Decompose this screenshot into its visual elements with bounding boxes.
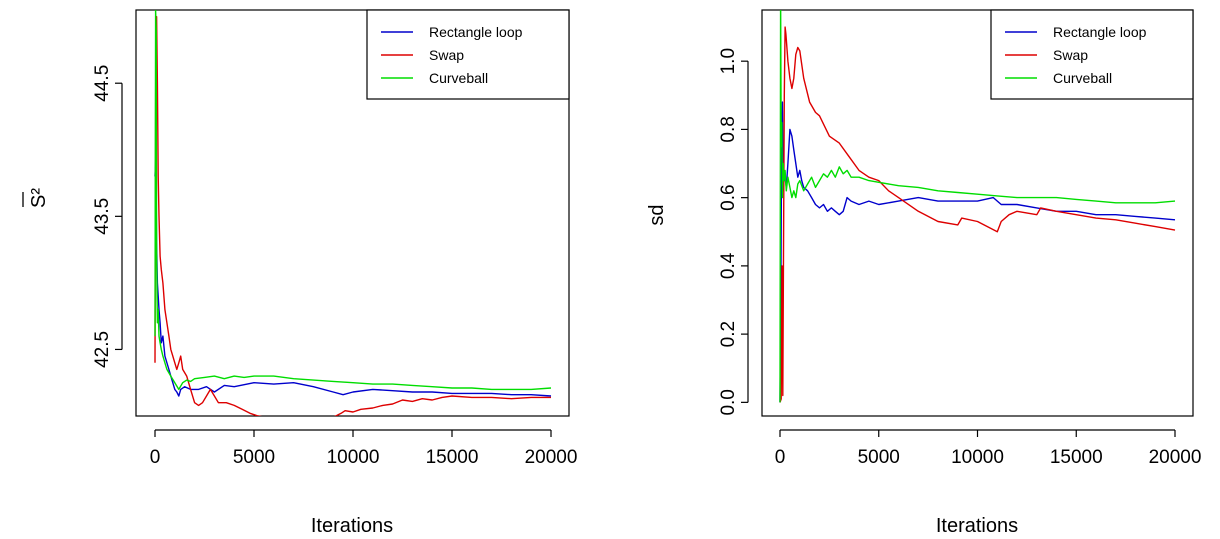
- series-line-curveball: [779, 10, 1176, 403]
- x-tick-label: 15000: [1050, 447, 1103, 468]
- legend-label: Curveball: [429, 70, 488, 86]
- left-panel: 0 5000 10000 15000 20000 42.5 43.5 44.5 Rectang…: [22, 9, 577, 537]
- x-tick-label: 20000: [1149, 447, 1202, 468]
- right-y-axis-title-group: sd: [646, 204, 668, 225]
- left-legend: Rectangle loop Swap Curveball: [366, 9, 570, 100]
- legend-label: Swap: [429, 47, 464, 63]
- x-tick-label: 0: [150, 447, 161, 468]
- right-axes: 0 5000 10000 15000 20000 0.0 0.2 0.4 0.6 0.8 1.0: [718, 48, 1201, 468]
- y-tick-label: 0.8: [718, 116, 739, 142]
- series-line-rectangle-loop: [779, 101, 1176, 403]
- series-line-swap: [779, 26, 1176, 403]
- legend-label: Curveball: [1053, 70, 1112, 86]
- x-tick-label: 5000: [233, 447, 275, 468]
- y-tick-label: 0.6: [718, 184, 739, 210]
- right-panel: 0 5000 10000 15000 20000 0.0 0.2 0.4 0.6 0.8 1.0 R…: [646, 9, 1201, 537]
- left-y-axis-title: S²: [28, 188, 50, 208]
- y-tick-label: 0.2: [718, 321, 739, 347]
- right-y-axis-title: sd: [646, 204, 668, 225]
- left-plot-frame: [135, 9, 570, 417]
- left-y-axis-title-group: S²: [22, 188, 50, 208]
- x-tick-label: 15000: [426, 447, 479, 468]
- legend-label: Rectangle loop: [1053, 24, 1147, 40]
- legend-label: Swap: [1053, 47, 1088, 63]
- y-tick-label: 0.0: [718, 389, 739, 415]
- left-series-lines: [154, 10, 552, 416]
- x-tick-label: 5000: [858, 447, 900, 468]
- legend-label: Rectangle loop: [429, 24, 523, 40]
- series-line-rectangle-loop: [154, 155, 552, 397]
- x-tick-label: 10000: [327, 447, 380, 468]
- left-axes: 0 5000 10000 15000 20000 42.5 43.5 44.5: [92, 65, 577, 468]
- x-tick-label: 10000: [951, 447, 1004, 468]
- left-x-axis-title: Iterations: [311, 515, 393, 537]
- y-tick-label: 44.5: [92, 65, 113, 102]
- series-line-swap: [154, 16, 551, 416]
- y-tick-label: 1.0: [718, 48, 739, 74]
- right-series-lines: [779, 10, 1176, 403]
- right-plot-frame: [761, 9, 1194, 417]
- y-tick-label: 0.4: [718, 252, 739, 279]
- y-tick-label: 42.5: [92, 331, 113, 368]
- right-x-axis-title: Iterations: [936, 515, 1018, 537]
- x-tick-label: 0: [775, 447, 786, 468]
- series-line-curveball: [154, 10, 552, 391]
- y-tick-label: 43.5: [92, 198, 113, 235]
- x-tick-label: 20000: [525, 447, 578, 468]
- right-legend: Rectangle loop Swap Curveball: [990, 9, 1194, 100]
